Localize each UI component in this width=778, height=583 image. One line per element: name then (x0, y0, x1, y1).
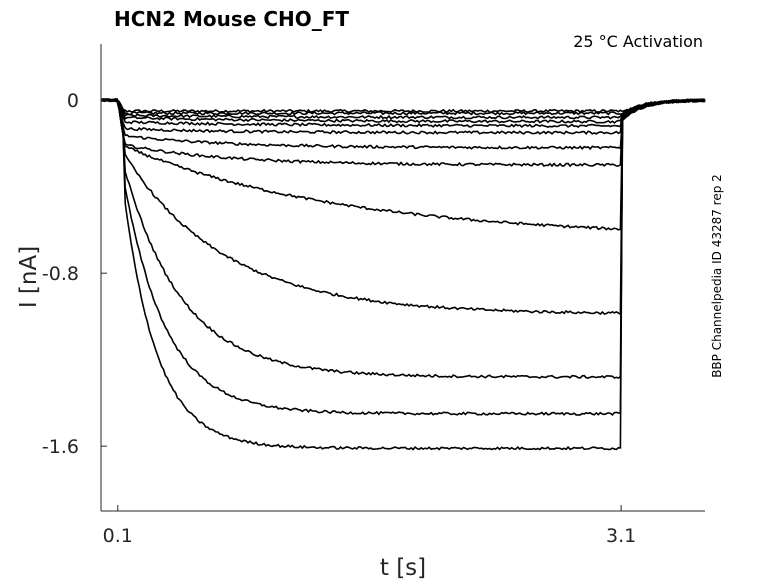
current-trace-9 (100, 98, 706, 231)
y-tick-label: -1.6 (42, 436, 79, 458)
x-ticks: 0.1 3.1 (103, 505, 636, 547)
traces-group (100, 97, 706, 451)
current-trace-6 (100, 97, 706, 136)
current-trace-8 (101, 98, 706, 168)
x-axis-label: t [s] (380, 555, 426, 581)
channelpedia-id-label: BBP Channelpedia ID 43287 rep 2 (710, 174, 724, 378)
current-trace-7 (100, 98, 706, 151)
y-axis-label: I [nA] (16, 246, 42, 308)
current-trace-13 (100, 98, 706, 451)
current-trace-3 (100, 98, 706, 120)
chart-subtitle: 25 °C Activation (573, 32, 703, 51)
current-trace-1 (100, 98, 706, 114)
y-tick-label: -0.8 (42, 263, 79, 285)
y-ticks: 0 -0.8 -1.6 (42, 90, 107, 458)
current-trace-5 (100, 98, 706, 129)
current-trace-11 (100, 98, 706, 380)
x-tick-label: 3.1 (606, 525, 636, 547)
chart-title: HCN2 Mouse CHO_FT (114, 7, 349, 31)
current-trace-4 (100, 98, 706, 124)
y-tick-label: 0 (67, 90, 79, 112)
x-tick-label: 0.1 (103, 525, 133, 547)
current-trace-12 (100, 98, 706, 416)
current-trace-2 (100, 98, 706, 116)
current-trace-10 (100, 98, 706, 316)
